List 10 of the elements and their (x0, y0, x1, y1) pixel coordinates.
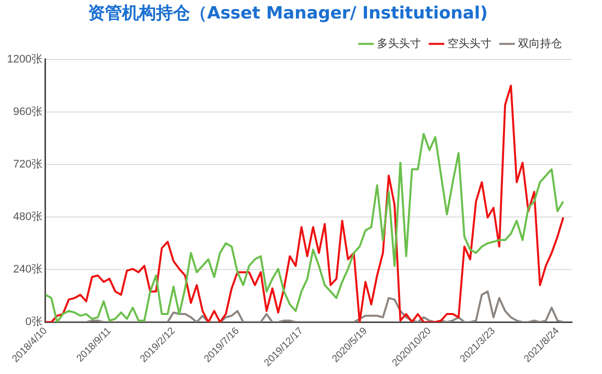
legend-label: 多头头寸 (377, 36, 421, 50)
y-tick-label: 960张 (13, 104, 42, 118)
y-tick-label: 1200张 (6, 52, 42, 66)
y-tick-label: 720张 (13, 158, 42, 171)
chart-title: 资管机构持仓（Asset Manager/ Institutional) (88, 4, 488, 24)
legend-label: 双向持仓 (518, 36, 562, 50)
legend-label: 空头头寸 (448, 36, 492, 50)
y-tick-label: 240张 (13, 262, 42, 276)
y-tick-label: 0张 (25, 315, 42, 328)
y-tick-label: 480张 (13, 210, 42, 224)
